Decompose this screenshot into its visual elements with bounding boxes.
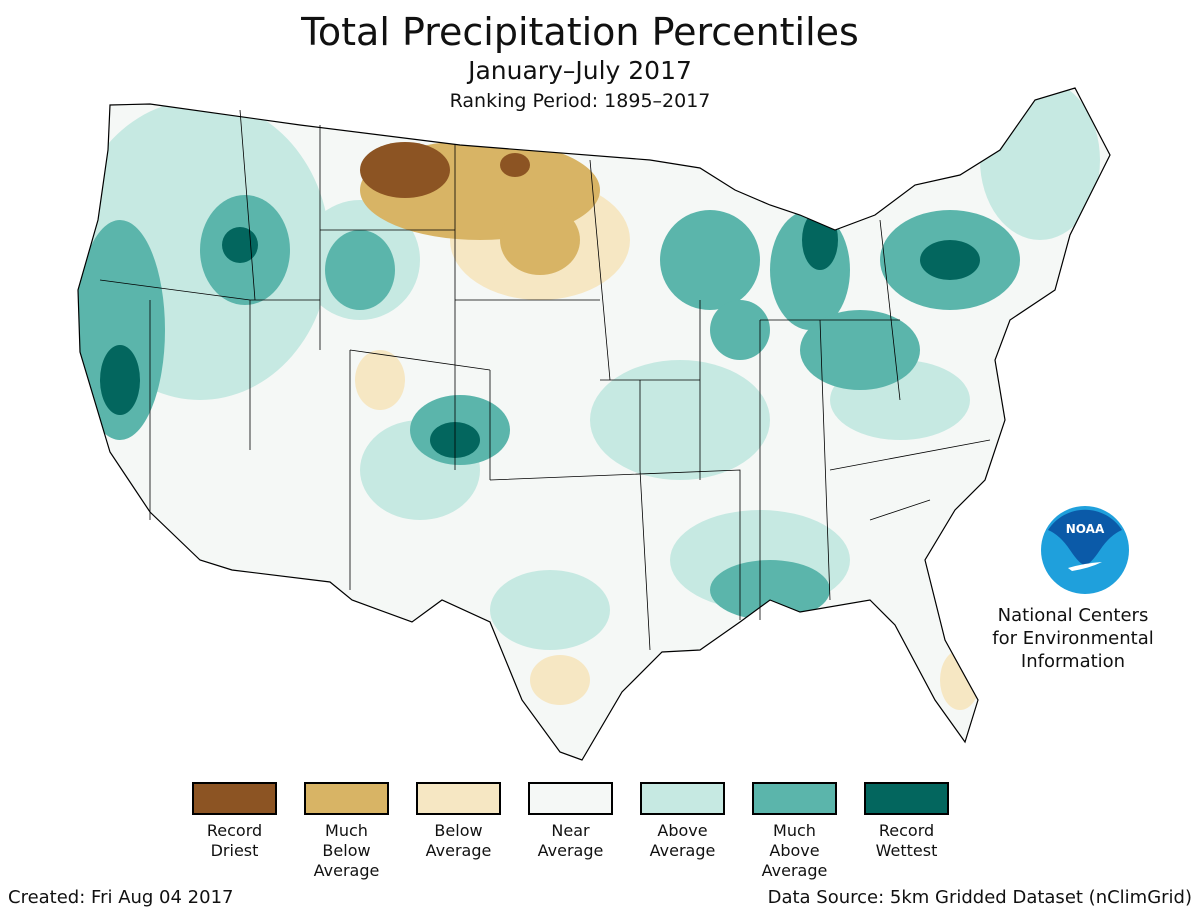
data-source: Data Source: 5km Gridded Dataset (nClimG… bbox=[767, 887, 1192, 908]
legend-swatch bbox=[416, 782, 501, 815]
legend-swatch bbox=[640, 782, 725, 815]
legend-item-below: Below Average bbox=[416, 782, 501, 881]
legend-item-record-wettest: Record Wettest bbox=[864, 782, 949, 881]
ranking-period: Ranking Period: 1895–2017 bbox=[449, 90, 711, 112]
legend-swatch bbox=[528, 782, 613, 815]
legend-label: Near Average bbox=[537, 821, 604, 860]
legend-item-near: Near Average bbox=[528, 782, 613, 881]
legend-item-much-below: Much Below Average bbox=[304, 782, 389, 881]
legend: Record Driest Much Below Average Below A… bbox=[192, 782, 949, 881]
record-wettest-regions bbox=[100, 210, 980, 458]
legend-label: Below Average bbox=[425, 821, 492, 860]
legend-swatch bbox=[864, 782, 949, 815]
legend-item-record-driest: Record Driest bbox=[192, 782, 277, 881]
legend-label: Above Average bbox=[649, 821, 716, 860]
ncei-name: National Centers for Environmental Infor… bbox=[992, 605, 1154, 672]
legend-swatch bbox=[304, 782, 389, 815]
record-driest-regions bbox=[360, 142, 530, 198]
created-date: Created: Fri Aug 04 2017 bbox=[8, 887, 234, 908]
state-borders bbox=[99, 109, 991, 651]
map-subtitle: January–July 2017 bbox=[468, 56, 692, 85]
legend-swatch bbox=[192, 782, 277, 815]
map-title: Total Precipitation Percentiles bbox=[301, 10, 859, 54]
legend-label: Record Driest bbox=[206, 821, 263, 860]
legend-label: Much Below Average bbox=[313, 821, 380, 880]
legend-label: Much Above Average bbox=[761, 821, 828, 880]
legend-item-much-above: Much Above Average bbox=[752, 782, 837, 881]
noaa-logo: NOAA bbox=[1041, 506, 1129, 594]
legend-item-above: Above Average bbox=[640, 782, 725, 881]
noaa-logo-text: NOAA bbox=[1066, 522, 1105, 536]
legend-swatch bbox=[752, 782, 837, 815]
legend-label: Record Wettest bbox=[875, 821, 938, 860]
